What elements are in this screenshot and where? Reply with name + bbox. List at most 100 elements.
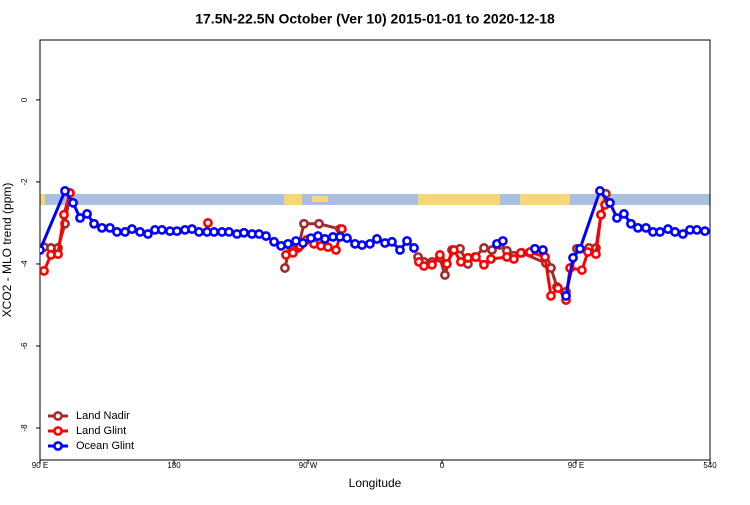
- data-point: [53, 249, 63, 260]
- data-point: [387, 236, 397, 247]
- data-point: [127, 224, 137, 234]
- data-point: [442, 259, 452, 269]
- data-point: [487, 245, 497, 255]
- plot-area: [40, 186, 710, 305]
- data-point: [288, 247, 298, 258]
- data-point: [314, 218, 324, 229]
- chart-title: 17.5N-22.5N October (Ver 10) 2015-01-01 …: [195, 11, 555, 27]
- data-point: [209, 227, 219, 237]
- data-point: [331, 245, 341, 255]
- data-point: [678, 229, 688, 239]
- data-point: [577, 265, 587, 275]
- data-point: [372, 234, 382, 244]
- data-point: [299, 218, 309, 229]
- legend: Land Nadir Land Glint Ocean Glint: [48, 410, 134, 452]
- y-tick-label: -4: [20, 260, 29, 268]
- x-tick-label: 90 E: [32, 461, 48, 470]
- data-point: [323, 242, 333, 253]
- data-point: [435, 250, 445, 260]
- x-axis-label: Longitude: [349, 476, 402, 490]
- legend-marker: [53, 441, 63, 451]
- x-tick-label: 0: [440, 461, 445, 470]
- data-point: [342, 233, 352, 244]
- data-point: [479, 243, 489, 253]
- land-mask-strip: [40, 194, 710, 205]
- data-point: [497, 236, 508, 246]
- data-point: [561, 291, 571, 301]
- data-point: [261, 231, 271, 241]
- data-point: [172, 226, 182, 237]
- legend-label: Ocean Glint: [76, 440, 134, 452]
- data-point: [40, 266, 49, 276]
- data-point: [239, 227, 249, 238]
- x-tick-label: 90 E: [568, 461, 584, 470]
- data-point: [409, 243, 419, 253]
- data-point: [143, 229, 153, 239]
- data-point: [456, 256, 466, 267]
- data-point: [59, 209, 69, 220]
- data-point: [633, 222, 643, 233]
- data-point: [365, 238, 375, 249]
- data-point: [670, 227, 680, 237]
- data-point: [568, 252, 578, 263]
- legend-label: Land Glint: [76, 425, 126, 437]
- data-point: [337, 224, 347, 234]
- legend-marker: [53, 426, 63, 436]
- data-point: [75, 213, 85, 223]
- y-tick-label: 0: [20, 97, 29, 102]
- data-point: [471, 252, 481, 262]
- y-tick-label: -2: [20, 178, 29, 186]
- data-point: [440, 270, 450, 280]
- x-tick-label: 90 W: [299, 461, 318, 470]
- data-point: [60, 186, 70, 196]
- data-point: [40, 245, 45, 255]
- data-point: [641, 222, 651, 233]
- data-point: [89, 218, 99, 229]
- data-point: [320, 234, 330, 244]
- data-point: [157, 225, 167, 235]
- data-point: [135, 227, 145, 237]
- data-point: [612, 213, 622, 223]
- data-point: [194, 227, 204, 237]
- legend-marker: [53, 411, 63, 421]
- data-point: [575, 243, 585, 254]
- data-point: [595, 186, 605, 196]
- series-line: [564, 187, 706, 297]
- data-point: [283, 238, 293, 249]
- data-point: [619, 209, 629, 219]
- data-point: [419, 261, 429, 271]
- data-point: [605, 197, 615, 208]
- data-point: [97, 222, 107, 233]
- data-point: [449, 245, 459, 255]
- data-point: [112, 227, 122, 237]
- y-axis-label: XCO2 - MLO trend (ppm): [0, 183, 14, 318]
- data-point: [357, 240, 367, 250]
- plot-frame: [39, 39, 711, 461]
- data-point: [68, 197, 78, 208]
- data-point: [269, 236, 279, 247]
- data-point: [82, 209, 92, 219]
- data-point: [538, 245, 548, 255]
- y-tick-label: -8: [20, 424, 29, 432]
- data-point: [691, 225, 702, 235]
- data-point: [516, 247, 526, 258]
- data-point: [280, 263, 290, 273]
- data-point: [298, 238, 308, 248]
- data-point: [395, 245, 405, 255]
- data-point: [427, 259, 437, 270]
- data-point: [553, 283, 563, 294]
- data-point: [479, 259, 489, 270]
- y-tick-label: -6: [20, 342, 29, 350]
- data-point: [509, 254, 519, 264]
- data-point: [105, 222, 115, 233]
- data-point: [591, 249, 601, 260]
- legend-label: Land Nadir: [76, 410, 130, 422]
- x-tick-label: 180: [167, 461, 181, 470]
- data-point: [700, 226, 710, 237]
- data-point: [463, 252, 473, 263]
- data-point: [402, 236, 412, 246]
- data-point: [486, 254, 496, 264]
- data-point: [203, 218, 213, 228]
- data-point: [626, 218, 636, 229]
